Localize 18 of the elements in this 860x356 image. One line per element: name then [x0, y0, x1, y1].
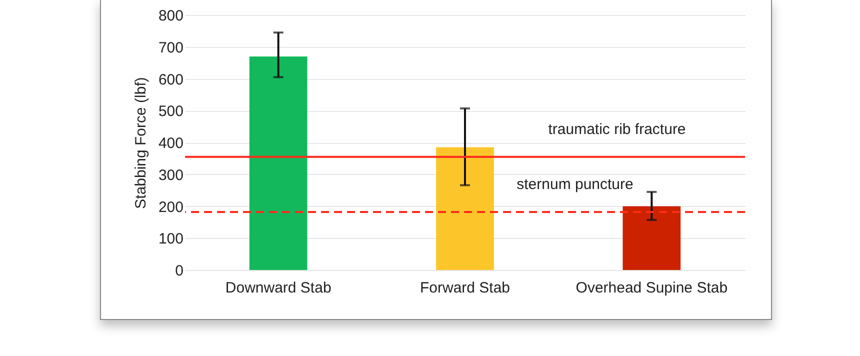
bar — [249, 56, 308, 270]
x-tick-label: Downward Stab — [225, 280, 332, 296]
y-tick-label: 0 — [175, 262, 184, 280]
x-tick-label: Overhead Supine Stab — [576, 280, 728, 296]
y-tick-label: 700 — [158, 39, 184, 56]
y-tick-label: 100 — [158, 230, 184, 248]
y-tick-label: 200 — [158, 198, 184, 216]
bar — [622, 206, 681, 270]
bar — [436, 147, 494, 270]
y-tick-label: 800 — [158, 8, 184, 24]
y-tick-label: 500 — [158, 103, 184, 120]
ref-line-label: sternum puncture — [516, 176, 634, 193]
y-tick-label: 300 — [158, 166, 184, 184]
ref-line-label: traumatic rib fracture — [548, 120, 686, 138]
x-tick-label: Forward Stab — [420, 280, 510, 296]
y-tick-label: 600 — [158, 71, 184, 88]
y-tick-label: 400 — [158, 135, 184, 152]
y-axis-title: Stabbing Force (lbf) — [132, 77, 150, 209]
